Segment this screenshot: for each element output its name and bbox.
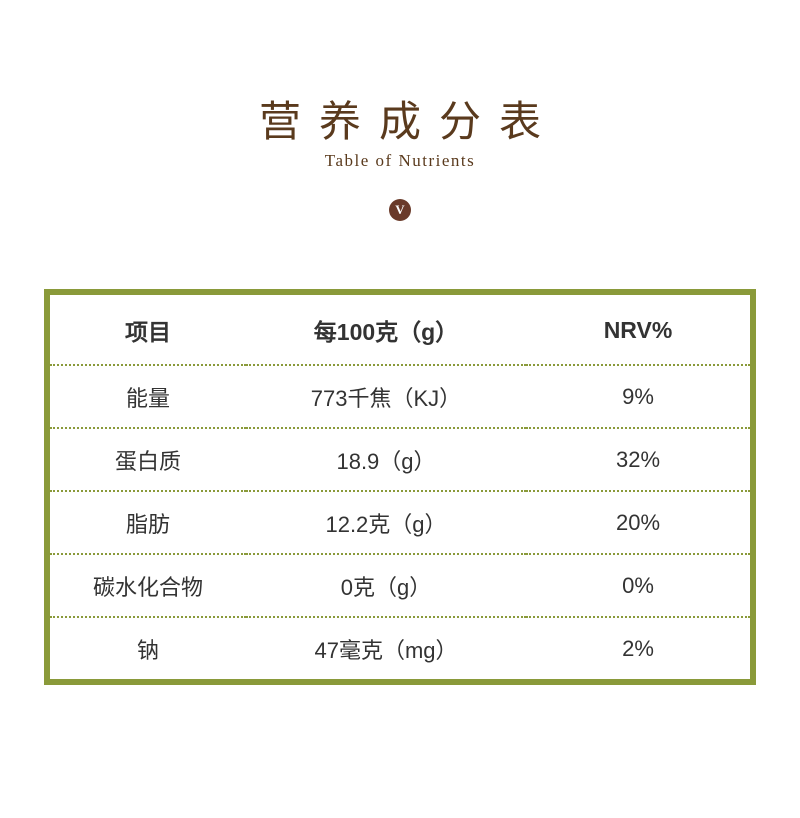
cell-value: 0克（g）	[246, 554, 526, 617]
cell-item: 钠	[50, 617, 246, 679]
cell-item: 能量	[50, 365, 246, 428]
table-body: 能量 773千焦（KJ） 9% 蛋白质 18.9（g） 32% 脂肪 12.2克…	[50, 365, 750, 679]
table-row: 脂肪 12.2克（g） 20%	[50, 491, 750, 554]
cell-nrv: 9%	[526, 365, 750, 428]
cell-nrv: 20%	[526, 491, 750, 554]
cell-item: 碳水化合物	[50, 554, 246, 617]
table-row: 碳水化合物 0克（g） 0%	[50, 554, 750, 617]
title-english: Table of Nutrients	[325, 151, 475, 171]
nutrition-table-frame: 项目 每100克（g） NRV% 能量 773千焦（KJ） 9% 蛋白质 18.…	[44, 289, 756, 685]
v-badge-icon: V	[389, 199, 411, 221]
table-header-row: 项目 每100克（g） NRV%	[50, 295, 750, 365]
cell-value: 47毫克（mg）	[246, 617, 526, 679]
nutrition-page: 营养成分表 Table of Nutrients V 项目 每100克（g） N…	[0, 0, 800, 818]
cell-nrv: 32%	[526, 428, 750, 491]
cell-nrv: 2%	[526, 617, 750, 679]
title-chinese: 营养成分表	[241, 88, 559, 149]
header-item: 项目	[50, 295, 246, 365]
table-row: 能量 773千焦（KJ） 9%	[50, 365, 750, 428]
cell-value: 12.2克（g）	[246, 491, 526, 554]
table-row: 钠 47毫克（mg） 2%	[50, 617, 750, 679]
cell-item: 脂肪	[50, 491, 246, 554]
cell-value: 18.9（g）	[246, 428, 526, 491]
cell-value: 773千焦（KJ）	[246, 365, 526, 428]
cell-nrv: 0%	[526, 554, 750, 617]
header-per100g: 每100克（g）	[246, 295, 526, 365]
nutrition-table: 项目 每100克（g） NRV% 能量 773千焦（KJ） 9% 蛋白质 18.…	[50, 295, 750, 679]
cell-item: 蛋白质	[50, 428, 246, 491]
table-row: 蛋白质 18.9（g） 32%	[50, 428, 750, 491]
header-nrv: NRV%	[526, 295, 750, 365]
